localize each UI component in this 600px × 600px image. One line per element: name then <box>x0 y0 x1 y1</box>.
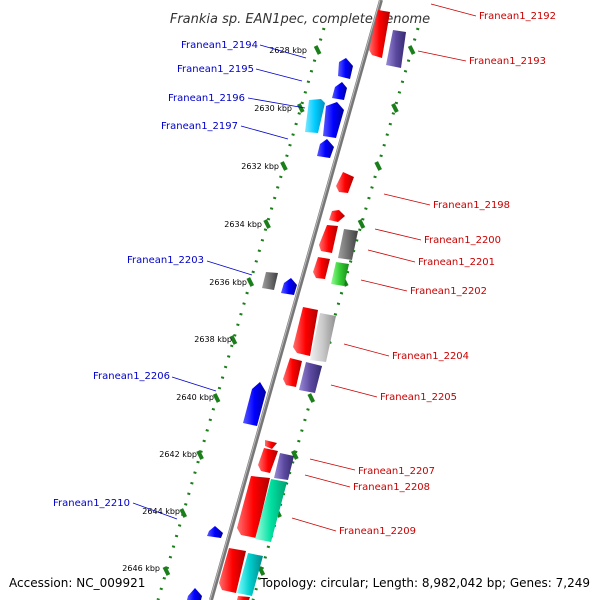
gene-franean1-2200[interactable] <box>338 229 358 260</box>
gene-blue-small-1[interactable] <box>317 139 334 158</box>
gene-franean1-2207-red[interactable] <box>265 440 277 449</box>
gene-red-bottom-2[interactable] <box>237 596 250 600</box>
kbp-label: 2638 kbp <box>194 335 232 344</box>
kbp-labels: 2628 kbp 2630 kbp 2632 kbp 2634 kbp 2636… <box>122 46 307 573</box>
reverse-gene-labels: Franean1_2192 Franean1_2193 Franean1_219… <box>291 3 556 537</box>
gene-franean1-2205-red[interactable] <box>283 358 302 387</box>
major-tick <box>196 450 204 460</box>
forward-gene-labels: Franean1_2194 Franean1_2195 Franean1_219… <box>53 40 307 520</box>
gene-franean1-2195[interactable] <box>332 82 347 100</box>
gene-label-franean1-2208[interactable]: Franean1_2208 <box>353 482 430 493</box>
gene-label-franean1-2197[interactable]: Franean1_2197 <box>161 121 238 132</box>
major-tick <box>257 566 266 576</box>
major-tick <box>280 161 288 171</box>
gene-franean1-2207-red2[interactable] <box>258 448 278 473</box>
kbp-label: 2628 kbp <box>269 46 307 55</box>
gene-franean1-2209[interactable] <box>255 479 287 542</box>
gene-label-franean1-2206[interactable]: Franean1_2206 <box>93 371 170 382</box>
gene-blue-small-3[interactable] <box>187 588 202 600</box>
gene-franean1-2210[interactable] <box>207 526 223 538</box>
major-tick <box>391 103 399 113</box>
gene-label-franean1-2209[interactable]: Franean1_2209 <box>339 526 416 537</box>
gene-label-franean1-2204[interactable]: Franean1_2204 <box>392 351 469 362</box>
gene-label-franean1-2201[interactable]: Franean1_2201 <box>418 257 495 268</box>
gene-franean1-2193[interactable] <box>386 30 406 68</box>
major-tick <box>307 393 316 403</box>
gene-franean1-2207[interactable] <box>274 453 294 480</box>
accession-text: Accession: NC_009921 <box>9 576 146 590</box>
major-tick <box>179 508 188 518</box>
gene-label-franean1-2210[interactable]: Franean1_2210 <box>53 498 130 509</box>
gene-label-franean1-2192[interactable]: Franean1_2192 <box>479 11 556 22</box>
gene-label-franean1-2195[interactable]: Franean1_2195 <box>177 64 254 75</box>
kbp-label: 2636 kbp <box>209 278 247 287</box>
summary-text: Topology: circular; Length: 8,982,042 bp… <box>260 576 590 590</box>
gene-franean1-2204-red[interactable] <box>293 307 318 356</box>
gene-label-franean1-2203[interactable]: Franean1_2203 <box>127 255 204 266</box>
major-tick <box>263 219 271 229</box>
gene-franean1-2205[interactable] <box>299 362 322 393</box>
major-tick <box>229 335 238 345</box>
gene-red-bottom[interactable] <box>219 548 246 593</box>
major-tick <box>291 450 299 460</box>
gene-red-small-1[interactable] <box>329 210 345 222</box>
major-tick <box>374 161 382 171</box>
gene-franean1-2202[interactable] <box>331 262 349 286</box>
gene-label-franean1-2205[interactable]: Franean1_2205 <box>380 392 457 403</box>
gene-franean1-2203[interactable] <box>262 272 278 290</box>
reverse-genes <box>219 10 406 600</box>
kbp-label: 2644 kbp <box>142 507 180 516</box>
gene-franean1-2204[interactable] <box>310 313 336 362</box>
genome-backbone-highlight <box>209 0 381 600</box>
gene-label-franean1-2202[interactable]: Franean1_2202 <box>410 286 487 297</box>
gene-franean1-2198[interactable] <box>336 172 354 193</box>
gene-franean1-2194[interactable] <box>338 58 353 79</box>
gene-blue-small-2[interactable] <box>281 278 297 295</box>
gene-franean1-2200-red[interactable] <box>319 225 338 253</box>
gene-franean1-2197[interactable] <box>323 102 344 138</box>
major-tick <box>162 566 171 576</box>
major-tick <box>407 45 416 55</box>
major-tick <box>246 277 255 287</box>
kbp-label: 2646 kbp <box>122 564 160 573</box>
kbp-label: 2630 kbp <box>254 104 292 113</box>
gene-franean1-2206[interactable] <box>243 382 266 426</box>
genome-backbone <box>209 0 383 600</box>
tick-track-left <box>156 27 326 600</box>
gene-label-franean1-2200[interactable]: Franean1_2200 <box>424 235 501 246</box>
forward-genes <box>187 58 353 600</box>
kbp-label: 2640 kbp <box>176 393 214 402</box>
major-tick <box>357 219 366 229</box>
major-tick <box>212 393 221 403</box>
gene-label-franean1-2198[interactable]: Franean1_2198 <box>433 200 510 211</box>
major-tick <box>296 103 305 113</box>
gene-label-franean1-2207[interactable]: Franean1_2207 <box>358 466 435 477</box>
kbp-label: 2634 kbp <box>224 220 262 229</box>
gene-franean1-2208[interactable] <box>237 476 270 538</box>
major-tick <box>313 45 322 55</box>
gene-franean1-2201[interactable] <box>313 257 330 279</box>
kbp-label: 2642 kbp <box>159 450 197 459</box>
map-title: Frankia sp. EAN1pec, complete genome <box>170 12 430 27</box>
gene-label-franean1-2193[interactable]: Franean1_2193 <box>469 56 546 67</box>
gene-franean1-2192[interactable] <box>369 10 390 58</box>
gene-franean1-2196[interactable] <box>305 99 325 133</box>
kbp-label: 2632 kbp <box>241 162 279 171</box>
gene-label-franean1-2196[interactable]: Franean1_2196 <box>168 93 245 104</box>
gene-label-franean1-2194[interactable]: Franean1_2194 <box>181 40 258 51</box>
gene-teal-bottom[interactable] <box>237 553 263 596</box>
